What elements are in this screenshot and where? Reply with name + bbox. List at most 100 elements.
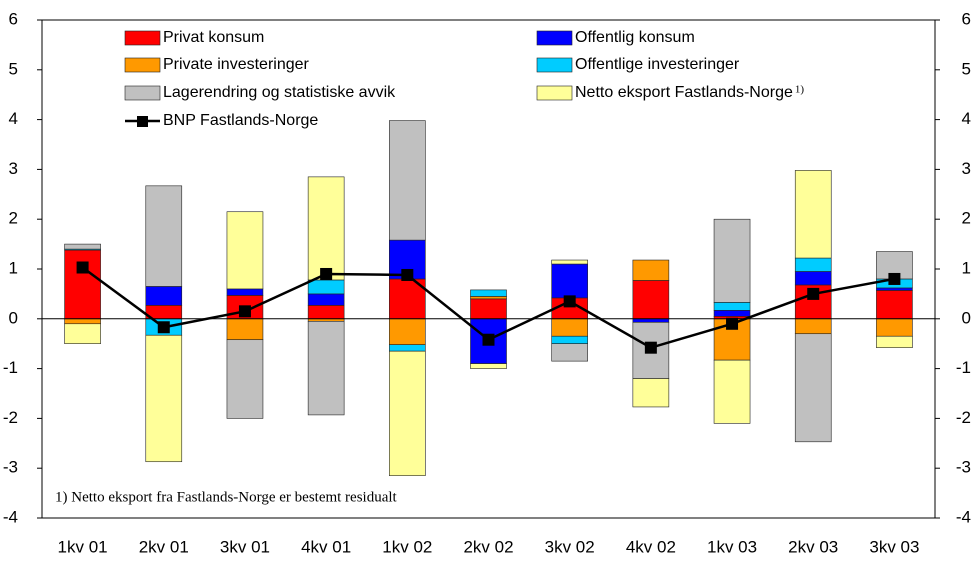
x-tick-label: 2kv 01 [139, 537, 189, 556]
line-marker [401, 268, 414, 281]
y2-tick-label: 6 [962, 9, 971, 28]
bar-segment [64, 323, 101, 344]
legend-swatch [536, 85, 573, 101]
bar-segment [876, 290, 913, 320]
bar-segment [876, 318, 913, 337]
line-marker [320, 267, 333, 280]
x-tick-label: 4kv 01 [301, 537, 351, 556]
bar-segment [64, 243, 101, 250]
y-tick-label: 6 [9, 9, 18, 28]
bar-segment [551, 318, 588, 337]
bar-segment [551, 263, 588, 299]
bar-segment [794, 333, 832, 443]
bar-segment [794, 318, 832, 335]
legend-note: 1) [795, 84, 805, 96]
bar-segment [876, 335, 913, 348]
legend-label: Netto eksport Fastlands-Norge [575, 84, 793, 101]
bar-segment [470, 363, 507, 369]
bar-segment [713, 302, 751, 311]
x-tick-label: 1kv 01 [58, 537, 108, 556]
line-marker [482, 333, 495, 346]
bar-segment [389, 120, 426, 241]
legend-label: BNP Fastlands-Norge [163, 112, 318, 129]
bar-segment [307, 279, 345, 295]
footnote: 1) Netto eksport fra Fastlands-Norge er … [55, 489, 398, 505]
line-marker [76, 261, 89, 274]
bar-segment [226, 288, 264, 296]
bar-segment [64, 318, 101, 325]
line-marker [157, 321, 170, 334]
bar-segment [632, 280, 670, 320]
bar-segment [64, 249, 101, 320]
bar-segment [307, 293, 345, 306]
bar-segment [632, 318, 670, 323]
bar-segment [226, 211, 264, 290]
bar-segment [551, 259, 588, 265]
y-tick-label: 3 [9, 159, 18, 178]
bar-segment [470, 298, 507, 320]
bar-segment [470, 296, 507, 300]
bar-segment [307, 320, 345, 416]
bar-segment [794, 170, 832, 259]
y-tick-label: 1 [9, 258, 18, 277]
legend-label: Private investeringer [163, 56, 310, 73]
x-tick-label: 4kv 02 [626, 537, 676, 556]
bar-segment [551, 343, 588, 362]
bar-segment [145, 334, 183, 463]
y-tick-label: 0 [9, 308, 18, 327]
y-tick-label: -2 [3, 408, 18, 427]
bar-segment [713, 218, 751, 303]
y2-tick-label: -1 [956, 358, 971, 377]
legend-label: Offentlige investeringer [575, 56, 740, 73]
y-tick-label: -3 [3, 458, 18, 477]
bar-segment [145, 185, 183, 287]
legend-label: Privat konsum [163, 29, 264, 46]
y-tick-label: 5 [9, 59, 18, 78]
bar-segment [632, 378, 670, 408]
y-tick-label: 4 [9, 109, 18, 128]
y2-tick-label: 5 [962, 59, 971, 78]
x-tick-label: 2kv 03 [788, 537, 838, 556]
bar-segment [226, 318, 264, 341]
legend-marker [137, 116, 148, 127]
bar-segment [713, 310, 751, 317]
bar-segment [307, 305, 345, 320]
x-tick-label: 3kv 03 [869, 537, 919, 556]
y2-tick-label: 0 [962, 308, 971, 327]
bar-segment [145, 286, 183, 306]
bar-segment [389, 350, 426, 476]
bar-segment [470, 289, 507, 297]
y2-tick-label: 4 [962, 109, 971, 128]
bar-segment [876, 287, 913, 291]
bar-segment [389, 344, 426, 352]
y2-tick-label: -3 [956, 458, 971, 477]
y-tick-label: -1 [3, 358, 18, 377]
legend-swatch [536, 30, 573, 46]
y-tick-label: -4 [3, 507, 18, 526]
x-tick-label: 1kv 03 [707, 537, 757, 556]
bar-segment [794, 271, 832, 286]
legend-swatch [536, 57, 573, 73]
line-marker [726, 317, 739, 330]
legend-swatch [124, 30, 161, 46]
x-tick-label: 1kv 02 [382, 537, 432, 556]
line-marker [563, 295, 576, 308]
line-marker [238, 305, 251, 318]
x-tick-label: 3kv 01 [220, 537, 270, 556]
line-marker [644, 341, 657, 354]
bar-segment [713, 359, 751, 424]
line-marker [888, 272, 901, 285]
bar-segment [632, 259, 670, 281]
y2-tick-label: -2 [956, 408, 971, 427]
bar-segment [551, 335, 588, 345]
legend-label: Lagerendring og statistiske avvik [163, 84, 396, 101]
bar-segment [389, 318, 426, 345]
y2-tick-label: 3 [962, 159, 971, 178]
bar-segment [794, 257, 832, 272]
bar-segment [307, 176, 345, 281]
legend-swatch [124, 57, 161, 73]
x-tick-label: 2kv 02 [463, 537, 513, 556]
legend-label: Offentlig konsum [575, 29, 695, 46]
y-tick-label: 2 [9, 209, 18, 228]
